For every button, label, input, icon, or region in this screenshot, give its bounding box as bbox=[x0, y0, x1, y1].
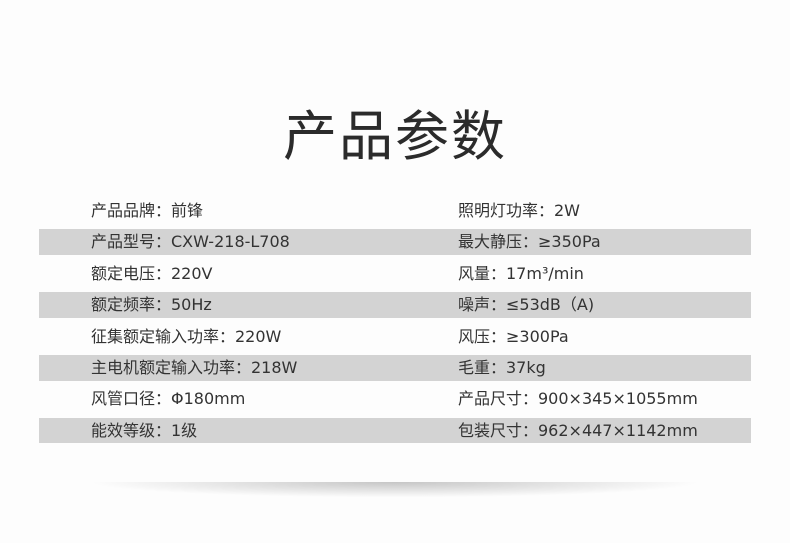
spec-table: 产品品牌：前锋 照明灯功率：2W 产品型号：CXW-218-L708 最大静压：≥3… bbox=[39, 195, 751, 446]
spec-left: 主电机额定输入功率：218W bbox=[91, 357, 298, 377]
spec-left: 额定电压：220V bbox=[91, 263, 213, 283]
spec-row: 能效等级：1级 包装尺寸：962×447×1142mm bbox=[39, 415, 751, 446]
spec-right: 包装尺寸：962×447×1142mm bbox=[458, 420, 698, 440]
spec-row: 产品型号：CXW-218-L708 最大静压：≥350Pa bbox=[39, 226, 751, 257]
spec-left: 风管口径：Φ180mm bbox=[91, 389, 246, 409]
spec-right: 最大静压：≥350Pa bbox=[458, 232, 601, 252]
spec-right: 毛重：37kg bbox=[458, 357, 546, 377]
spec-row: 额定频率：50Hz 噪声：≤53dB（A) bbox=[39, 289, 751, 320]
spec-row: 主电机额定输入功率：218W 毛重：37kg bbox=[39, 352, 751, 383]
spec-row: 产品品牌：前锋 照明灯功率：2W bbox=[39, 195, 751, 226]
spec-right: 产品尺寸：900×345×1055mm bbox=[458, 389, 698, 409]
page-title: 产品参数 bbox=[283, 105, 507, 169]
spec-row: 征集额定输入功率：220W 风压：≥300Pa bbox=[39, 321, 751, 352]
spec-left: 征集额定输入功率：220W bbox=[91, 326, 282, 346]
spec-right: 风量：17m³/min bbox=[458, 263, 584, 283]
spec-left: 能效等级：1级 bbox=[91, 420, 198, 440]
spec-right: 风压：≥300Pa bbox=[458, 326, 569, 346]
spec-left: 额定频率：50Hz bbox=[91, 295, 212, 315]
spec-row: 风管口径：Φ180mm 产品尺寸：900×345×1055mm bbox=[39, 383, 751, 414]
spec-right: 照明灯功率：2W bbox=[458, 201, 581, 220]
spec-right: 噪声：≤53dB（A) bbox=[458, 295, 595, 315]
spec-left: 产品品牌：前锋 bbox=[91, 201, 204, 220]
spec-left: 产品型号：CXW-218-L708 bbox=[91, 232, 290, 252]
spec-row: 额定电压：220V 风量：17m³/min bbox=[39, 258, 751, 289]
divider-shadow bbox=[0, 482, 790, 504]
